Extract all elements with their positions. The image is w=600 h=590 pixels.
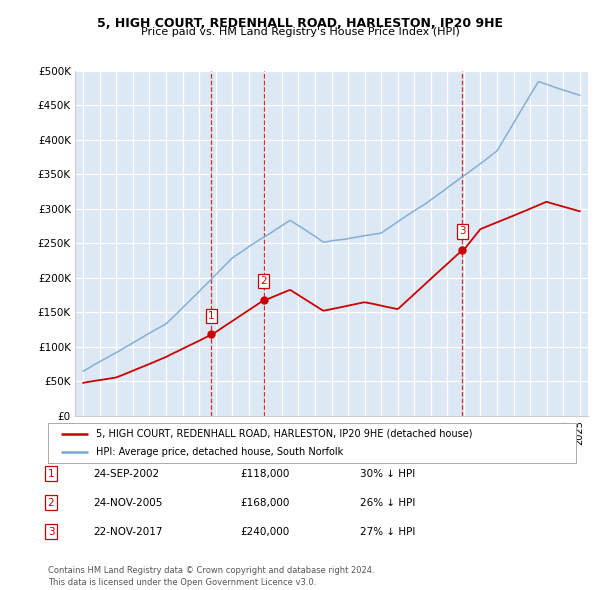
Text: 26% ↓ HPI: 26% ↓ HPI — [360, 498, 415, 507]
Text: 30% ↓ HPI: 30% ↓ HPI — [360, 469, 415, 478]
Text: 2: 2 — [47, 498, 55, 507]
Text: 1: 1 — [208, 311, 215, 321]
Text: 5, HIGH COURT, REDENHALL ROAD, HARLESTON, IP20 9HE: 5, HIGH COURT, REDENHALL ROAD, HARLESTON… — [97, 17, 503, 30]
Text: 3: 3 — [459, 227, 466, 237]
Text: Price paid vs. HM Land Registry's House Price Index (HPI): Price paid vs. HM Land Registry's House … — [140, 27, 460, 37]
Text: 24-SEP-2002: 24-SEP-2002 — [93, 469, 159, 478]
Text: £118,000: £118,000 — [240, 469, 289, 478]
Text: 2: 2 — [260, 276, 267, 286]
Text: £168,000: £168,000 — [240, 498, 289, 507]
Text: £240,000: £240,000 — [240, 527, 289, 536]
Text: 1: 1 — [47, 469, 55, 478]
Text: 3: 3 — [47, 527, 55, 536]
Text: HPI: Average price, detached house, South Norfolk: HPI: Average price, detached house, Sout… — [95, 447, 343, 457]
Text: 22-NOV-2017: 22-NOV-2017 — [93, 527, 163, 536]
Text: Contains HM Land Registry data © Crown copyright and database right 2024.
This d: Contains HM Land Registry data © Crown c… — [48, 566, 374, 587]
Text: 27% ↓ HPI: 27% ↓ HPI — [360, 527, 415, 536]
Text: 24-NOV-2005: 24-NOV-2005 — [93, 498, 163, 507]
Text: 5, HIGH COURT, REDENHALL ROAD, HARLESTON, IP20 9HE (detached house): 5, HIGH COURT, REDENHALL ROAD, HARLESTON… — [95, 429, 472, 439]
